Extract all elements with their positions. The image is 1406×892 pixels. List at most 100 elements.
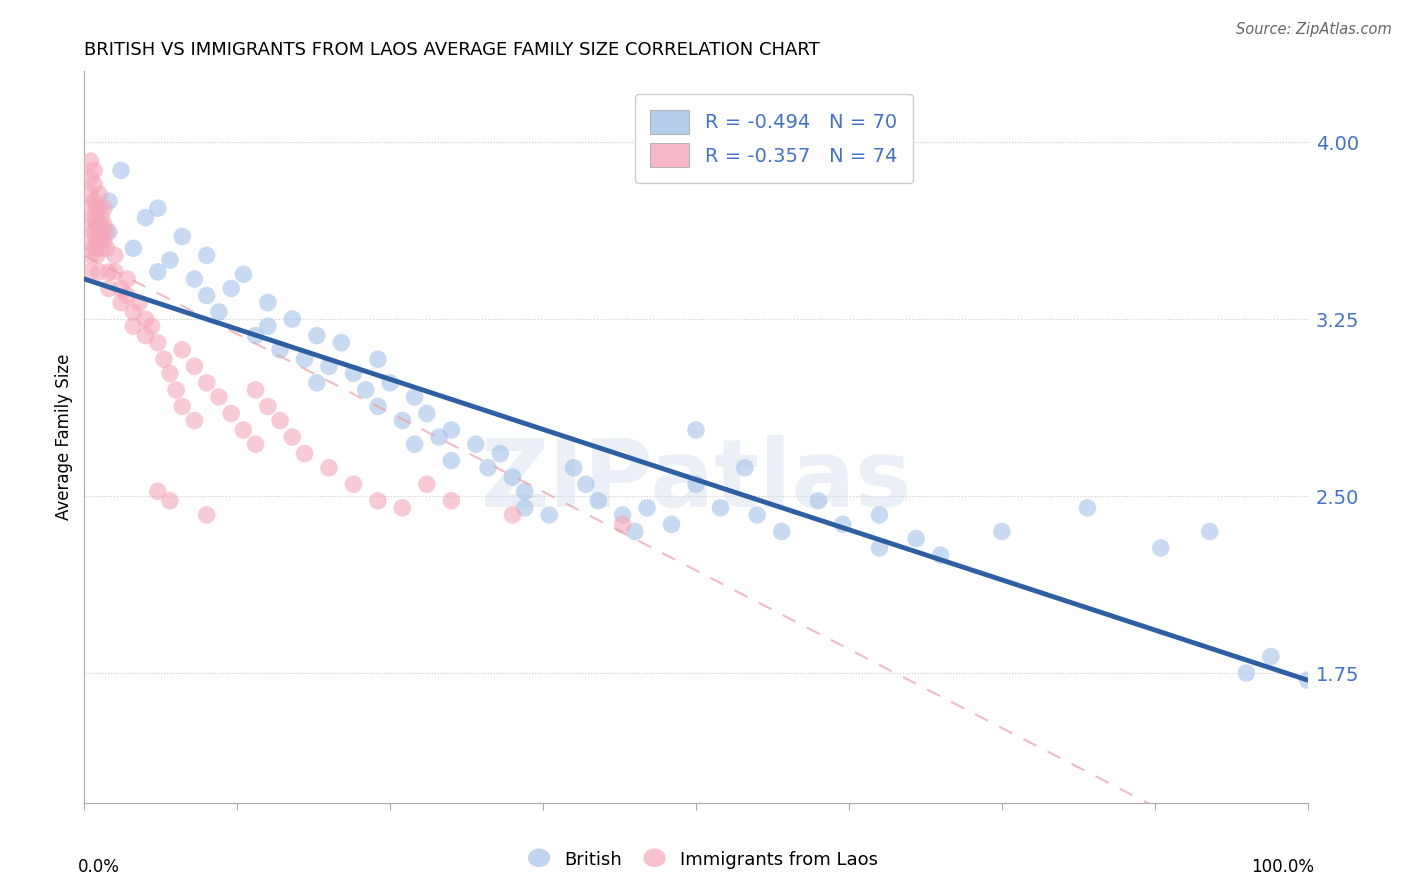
Point: [87, 201, 110, 215]
Point: [83, 211, 105, 225]
Point: [685, 423, 707, 437]
Point: [367, 493, 389, 508]
Point: [281, 430, 304, 444]
Point: [575, 477, 598, 491]
Point: [281, 312, 304, 326]
Point: [869, 541, 891, 555]
Point: [354, 383, 377, 397]
Point: [146, 265, 169, 279]
Point: [929, 548, 952, 562]
Point: [367, 352, 389, 367]
Point: [97, 281, 120, 295]
Point: [159, 493, 181, 508]
Point: [770, 524, 793, 539]
Point: [404, 390, 426, 404]
Point: [1296, 673, 1319, 687]
Text: 100.0%: 100.0%: [1251, 858, 1313, 876]
Point: [110, 281, 132, 295]
Point: [97, 194, 120, 208]
Point: [257, 319, 280, 334]
Point: [86, 234, 108, 248]
Point: [831, 517, 853, 532]
Point: [208, 390, 231, 404]
Point: [305, 376, 328, 390]
Point: [624, 524, 647, 539]
Point: [380, 376, 402, 390]
Point: [79, 248, 101, 262]
Point: [440, 423, 463, 437]
Point: [807, 493, 830, 508]
Point: [232, 267, 254, 281]
Text: ZIPatlas: ZIPatlas: [481, 435, 911, 527]
Point: [83, 241, 105, 255]
Point: [122, 241, 145, 255]
Text: Source: ZipAtlas.com: Source: ZipAtlas.com: [1236, 22, 1392, 37]
Point: [97, 265, 120, 279]
Text: 0.0%: 0.0%: [79, 858, 120, 876]
Point: [87, 187, 110, 202]
Point: [183, 413, 205, 427]
Point: [96, 225, 118, 239]
Point: [96, 241, 118, 255]
Point: [709, 500, 731, 515]
Point: [110, 163, 132, 178]
Point: [87, 234, 110, 248]
Point: [110, 295, 132, 310]
Point: [502, 508, 524, 522]
Point: [636, 500, 658, 515]
Point: [416, 477, 439, 491]
Point: [135, 328, 157, 343]
Point: [93, 201, 115, 215]
Point: [747, 508, 769, 522]
Point: [586, 493, 609, 508]
Point: [165, 383, 187, 397]
Point: [245, 383, 267, 397]
Point: [562, 460, 585, 475]
Point: [245, 437, 267, 451]
Point: [141, 319, 163, 334]
Point: [269, 413, 291, 427]
Point: [159, 253, 181, 268]
Point: [104, 265, 127, 279]
Point: [83, 163, 105, 178]
Legend: R = -0.494   N = 70, R = -0.357   N = 74: R = -0.494 N = 70, R = -0.357 N = 74: [634, 95, 912, 183]
Point: [294, 447, 316, 461]
Point: [195, 288, 218, 302]
Point: [172, 343, 194, 357]
Point: [905, 532, 928, 546]
Point: [86, 201, 108, 215]
Point: [257, 400, 280, 414]
Point: [391, 413, 413, 427]
Point: [93, 234, 115, 248]
Point: [661, 517, 683, 532]
Point: [87, 265, 110, 279]
Point: [83, 194, 105, 208]
Point: [232, 423, 254, 437]
Legend: British, Immigrants from Laos: British, Immigrants from Laos: [519, 841, 887, 879]
Point: [1198, 524, 1220, 539]
Point: [79, 265, 101, 279]
Point: [1260, 649, 1282, 664]
Point: [219, 407, 242, 421]
Point: [146, 335, 169, 350]
Point: [86, 218, 108, 232]
Point: [183, 272, 205, 286]
Point: [1236, 666, 1258, 681]
Text: BRITISH VS IMMIGRANTS FROM LAOS AVERAGE FAMILY SIZE CORRELATION CHART: BRITISH VS IMMIGRANTS FROM LAOS AVERAGE …: [84, 41, 820, 59]
Point: [195, 248, 218, 262]
Point: [404, 437, 426, 451]
Point: [513, 484, 536, 499]
Point: [869, 508, 891, 522]
Point: [330, 335, 353, 350]
Point: [195, 508, 218, 522]
Point: [1076, 500, 1098, 515]
Point: [991, 524, 1014, 539]
Point: [146, 484, 169, 499]
Point: [427, 430, 450, 444]
Point: [294, 352, 316, 367]
Point: [489, 447, 512, 461]
Point: [342, 367, 364, 381]
Point: [93, 218, 115, 232]
Point: [83, 225, 105, 239]
Point: [122, 319, 145, 334]
